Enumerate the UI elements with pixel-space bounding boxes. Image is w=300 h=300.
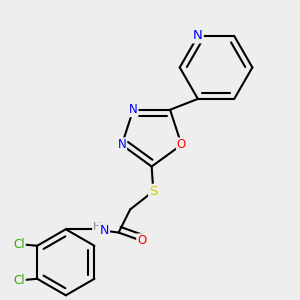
Text: N: N [193,29,203,43]
Text: N: N [117,138,126,151]
Text: N: N [100,224,109,237]
Text: O: O [177,138,186,151]
Text: N: N [129,103,138,116]
Text: H: H [93,222,101,232]
Text: O: O [137,234,146,247]
Text: Cl: Cl [13,274,25,287]
Text: S: S [149,185,158,198]
Text: Cl: Cl [13,238,25,250]
